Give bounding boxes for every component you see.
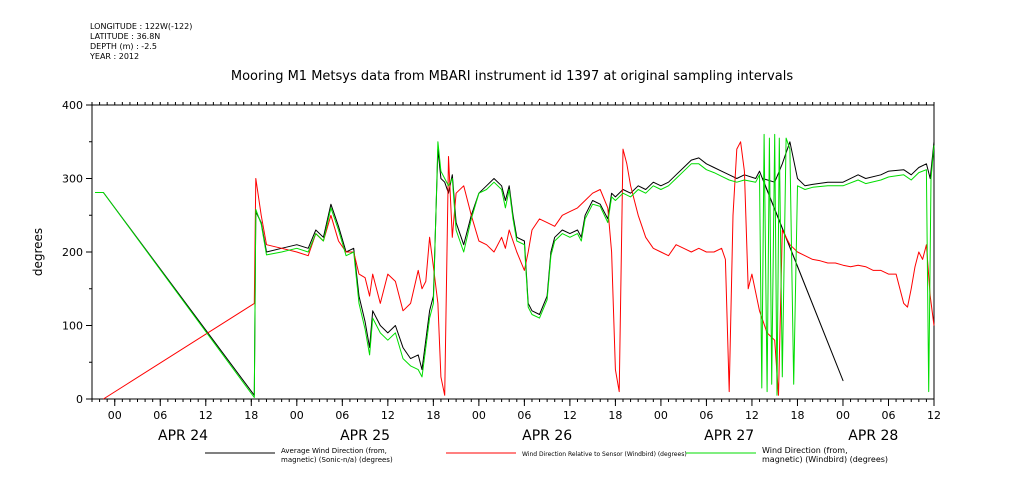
y-tick-label: 0 — [76, 393, 83, 406]
x-tick-label: 12 — [381, 409, 395, 422]
x-tick-label: 06 — [517, 409, 531, 422]
x-tick-label: 12 — [563, 409, 577, 422]
plot-frame — [91, 104, 935, 400]
x-day-label: APR 27 — [704, 428, 754, 444]
x-tick-label: 00 — [290, 409, 304, 422]
legend-label-1: Average Wind Direction (from, magnetic) (… — [281, 447, 393, 464]
x-tick-label: 18 — [426, 409, 440, 422]
y-axis: 0 100 200 300 400 — [62, 99, 92, 406]
x-tick-label: 12 — [199, 409, 213, 422]
legend-label-2: Wind Direction Relative to Sensor (Windb… — [522, 451, 687, 458]
series-layer — [95, 133, 935, 400]
x-tick-label: 12 — [927, 409, 941, 422]
x-tick-label: 18 — [608, 409, 622, 422]
x-tick-label: 06 — [881, 409, 895, 422]
x-tick-label: 06 — [335, 409, 349, 422]
x-day-label: APR 26 — [522, 428, 572, 444]
x-tick-label: 00 — [654, 409, 668, 422]
x-axis: 00 06 12 18 00 06 12 18 00 06 12 18 00 06 12 18 00 06 12 AP… — [91, 102, 941, 444]
legend-label-3: Wind Direction (from, magnetic) (Windbird… — [762, 446, 888, 464]
x-tick-label: 18 — [244, 409, 258, 422]
longitude-text: LONGITUDE : 122W(-122) — [90, 22, 193, 31]
legend: Average Wind Direction (from, magnetic) (… — [205, 446, 888, 464]
x-tick-label: 06 — [699, 409, 713, 422]
x-day-label: APR 28 — [848, 428, 898, 444]
y-tick-label: 400 — [62, 99, 83, 112]
x-tick-label: 12 — [745, 409, 759, 422]
series-line-1 — [95, 141, 935, 396]
y-tick-label: 100 — [62, 320, 83, 333]
x-tick-label: 00 — [836, 409, 850, 422]
y-tick-label: 200 — [62, 246, 83, 259]
year-text: YEAR : 2012 — [90, 52, 140, 61]
y-tick-label: 300 — [62, 173, 83, 186]
depth-text: DEPTH (m) : -2.5 — [90, 42, 157, 51]
x-tick-label: 00 — [108, 409, 122, 422]
x-day-label: APR 24 — [158, 428, 208, 444]
chart-title: Mooring M1 Metsys data from MBARI instru… — [231, 69, 793, 84]
y-axis-label: degrees — [31, 228, 45, 276]
series-line-2 — [103, 141, 935, 400]
x-tick-label: 00 — [472, 409, 486, 422]
x-tick-label: 18 — [790, 409, 804, 422]
x-tick-label: 06 — [153, 409, 167, 422]
metadata-block: LONGITUDE : 122W(-122) LATITUDE : 36.8N … — [90, 22, 192, 62]
latitude-text: LATITUDE : 36.8N — [90, 32, 161, 41]
series-line-3 — [95, 133, 935, 398]
x-day-label: APR 25 — [340, 428, 390, 444]
